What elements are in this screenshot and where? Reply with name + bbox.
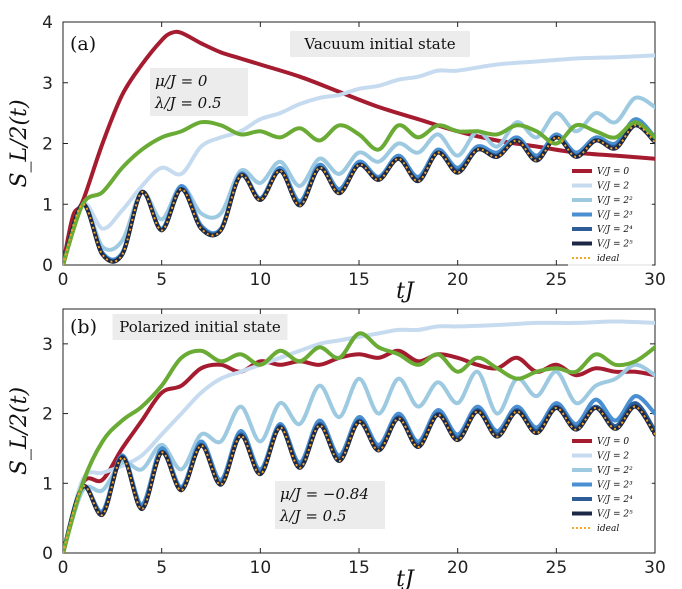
series-v-j-0 (63, 348, 655, 553)
x-tick-label: 25 (546, 270, 568, 290)
y-tick-label: 1 (42, 195, 53, 215)
series-v-j-2- (63, 95, 655, 265)
panel-a: 0 5 10 15 20 25 30 0 1 2 3 4 Vacuum initial state μ/J… (7, 13, 666, 304)
y-tick-label: 4 (42, 13, 53, 33)
panel-label: (b) (70, 316, 97, 338)
series-v-j-2 (63, 319, 655, 553)
legend-entry: V/J = 2³ (597, 481, 633, 491)
legend-entry: V/J = 2 (597, 182, 629, 192)
legend-entry: V/J = 2² (597, 196, 633, 206)
title-box (290, 31, 470, 57)
series-unlabeled (63, 331, 655, 553)
legend-entry: V/J = 2² (597, 466, 633, 476)
legend: V/J = 0 V/J = 2 V/J = 2² V/J = 2³ V/J = 2⁴ V/… (568, 162, 652, 268)
y-axis-label: S_L/2(t) (7, 387, 32, 475)
legend-entry: V/J = 0 (597, 167, 629, 177)
panel-b: 0 5 10 15 20 25 30 0 1 2 3 Polarized initial state μ… (7, 308, 666, 589)
x-tick-label: 5 (156, 558, 167, 578)
legend-entry: V/J = 2⁴ (597, 225, 633, 235)
legend-entry: ideal (597, 254, 619, 264)
legend-entry: V/J = 2⁵ (597, 240, 633, 250)
annotation-box (275, 481, 385, 529)
legend-entry: V/J = 2⁴ (597, 495, 633, 505)
y-tick-label: 3 (42, 74, 53, 94)
series-v-j-2- (63, 362, 655, 553)
x-tick-label: 15 (348, 558, 370, 578)
y-tick-label: 3 (42, 335, 53, 355)
x-axis-label: tJ (396, 567, 415, 589)
y-tick-label: 2 (42, 135, 53, 155)
legend: V/J = 0 V/J = 2 V/J = 2² V/J = 2³ V/J = 2⁴ V/… (568, 432, 652, 538)
y-axis-label: S_L/2(t) (7, 99, 32, 187)
legend-entry: V/J = 2⁵ (597, 510, 633, 520)
legend-entry: ideal (597, 524, 619, 534)
y-tick-label: 0 (42, 256, 53, 276)
y-tick-label: 0 (42, 544, 53, 564)
panel-label: (a) (70, 33, 96, 55)
annotation-text: μ/J = 0 (155, 72, 208, 90)
x-tick-label: 15 (348, 270, 370, 290)
series-group (63, 319, 655, 553)
y-tick-label: 2 (42, 405, 53, 425)
annotation-text: λ/J = 0.5 (154, 94, 222, 112)
y-tick-label: 1 (42, 474, 53, 494)
title-box (112, 314, 288, 340)
series-unlabeled (63, 119, 655, 265)
panel-title: Vacuum initial state (303, 35, 455, 53)
x-tick-label: 25 (546, 558, 568, 578)
series-ideal (63, 405, 655, 553)
legend-entry: V/J = 2 (597, 452, 629, 462)
x-tick-label: 0 (58, 558, 69, 578)
series-ideal (63, 124, 655, 265)
x-tick-label: 5 (156, 270, 167, 290)
x-tick-label: 10 (250, 558, 272, 578)
x-tick-label: 20 (447, 270, 469, 290)
annotation-text: λ/J = 0.5 (279, 507, 347, 525)
x-tick-label: 20 (447, 558, 469, 578)
x-tick-label: 0 (58, 270, 69, 290)
legend-entry: V/J = 2³ (597, 211, 633, 221)
series-group (63, 29, 655, 265)
legend-entry: V/J = 0 (597, 437, 629, 447)
annotation-text: μ/J = −0.84 (280, 485, 369, 503)
x-axis-label: tJ (396, 279, 415, 304)
x-tick-label: 30 (644, 270, 666, 290)
x-tick-label: 30 (644, 558, 666, 578)
series-v-j-2 (63, 53, 655, 265)
annotation-box (150, 68, 248, 116)
x-tick-label: 10 (250, 270, 272, 290)
panel-title: Polarized initial state (119, 318, 281, 336)
